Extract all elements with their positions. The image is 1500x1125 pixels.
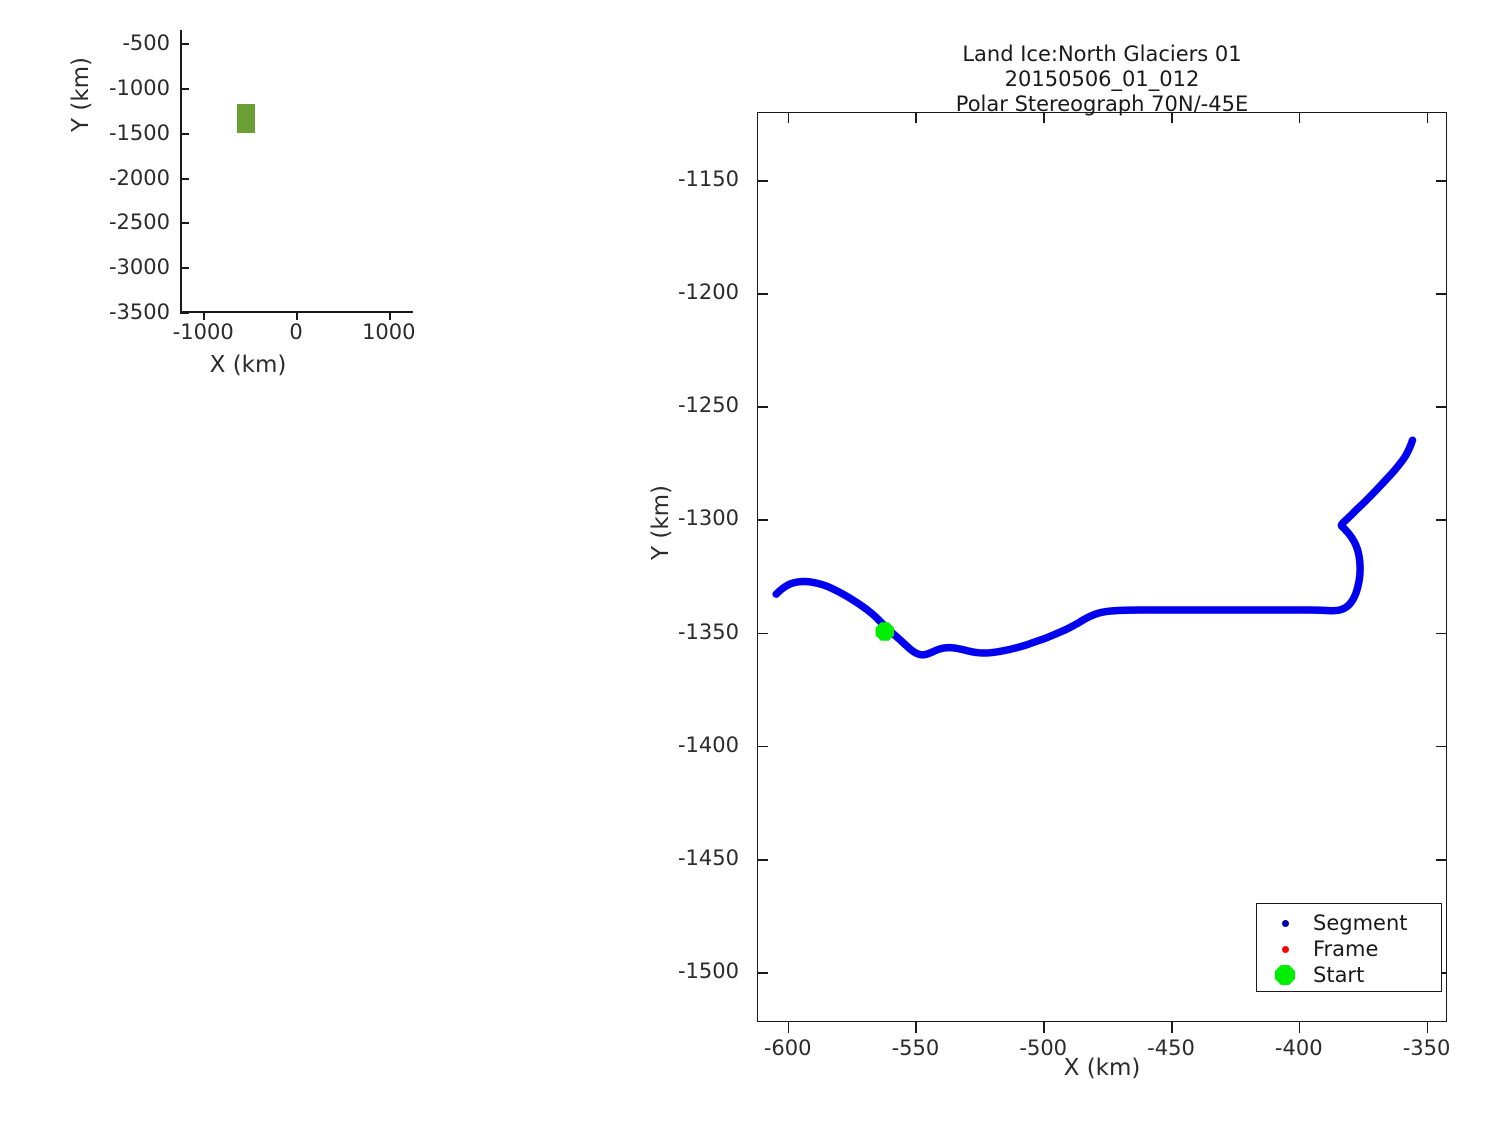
main-x-tick-label: -600 — [763, 1036, 812, 1060]
dot-icon — [1281, 945, 1289, 953]
inset-overview-panel: -500 -1000 -1500 -2000 -2500 -3000 -3500 -1000 0… — [0, 0, 470, 400]
main-y-tick-label: -1350 — [677, 619, 739, 644]
main-y-tick-label: -1150 — [677, 166, 739, 191]
chart-title: Land Ice:North Glaciers 01 20150506_01_0… — [956, 42, 1248, 117]
main-y-tick — [1436, 179, 1447, 182]
main-y-tick — [757, 406, 768, 408]
inset-y-tick-label: -3000 — [108, 255, 170, 280]
main-y-tick — [1436, 859, 1447, 861]
main-y-tick — [757, 293, 768, 295]
inset-y-tick-label: -2500 — [108, 210, 170, 235]
legend-item-start[interactable]: Start — [1257, 962, 1441, 988]
main-x-tick — [787, 1022, 790, 1033]
legend-label: Segment — [1313, 911, 1408, 935]
main-y-tick — [757, 745, 768, 748]
main-x-tick — [1298, 1022, 1301, 1033]
main-x-tick — [1043, 1022, 1045, 1033]
main-x-tick — [1171, 1022, 1173, 1033]
inset-x-tick-label: -1000 — [172, 320, 234, 344]
legend-label: Start — [1313, 963, 1365, 987]
main-plot-frame — [757, 112, 1447, 1022]
start-marker — [875, 622, 895, 641]
flight-track-svg — [772, 436, 1417, 659]
legend[interactable]: Segment Frame Start — [1256, 903, 1442, 992]
main-x-tick-label: -350 — [1402, 1036, 1451, 1060]
main-y-tick-label: -1400 — [677, 732, 739, 757]
main-x-tick-label: -450 — [1147, 1036, 1195, 1060]
main-x-tick — [1426, 1022, 1429, 1033]
region-of-interest-box — [236, 104, 255, 133]
main-y-tick — [1436, 406, 1447, 408]
main-y-tick — [1436, 519, 1447, 522]
inset-y-tick-label: -500 — [122, 31, 170, 56]
main-y-tick-label: -1250 — [677, 393, 739, 418]
inset-y-tick — [180, 43, 189, 46]
main-x-tick — [787, 112, 790, 123]
main-x-tick — [1426, 112, 1429, 123]
track-path-segment — [772, 436, 1417, 659]
main-y-tick — [757, 859, 768, 861]
chart-title-line-1: Land Ice:North Glaciers 01 — [962, 42, 1242, 66]
main-y-tick — [1436, 632, 1447, 635]
inset-x-tick — [203, 311, 206, 320]
main-y-tick — [757, 632, 768, 635]
legend-marker-segment-icon — [1257, 919, 1313, 927]
inset-y-tick — [180, 88, 189, 91]
inset-y-tick — [180, 177, 189, 180]
main-y-axis-title: Y (km) — [648, 484, 674, 560]
main-x-tick-label: -500 — [1019, 1036, 1068, 1060]
chart-title-line-2: 20150506_01_012 — [1004, 67, 1200, 91]
main-x-tick — [915, 1022, 918, 1033]
legend-marker-frame-icon — [1257, 945, 1313, 953]
main-x-axis-title: X (km) — [1063, 1055, 1141, 1081]
legend-label: Frame — [1313, 937, 1379, 961]
legend-item-frame[interactable]: Frame — [1257, 936, 1441, 962]
inset-x-axis-title: X (km) — [209, 352, 287, 378]
main-x-tick — [1171, 112, 1173, 123]
main-x-tick — [915, 112, 918, 123]
main-y-tick-label: -1500 — [677, 959, 739, 984]
main-x-tick-label: -400 — [1274, 1036, 1323, 1060]
inset-y-tick-label: -1500 — [108, 120, 170, 145]
main-y-tick-label: -1200 — [677, 280, 739, 305]
main-x-tick — [1298, 112, 1301, 123]
inset-x-tick-label: 0 — [289, 320, 303, 344]
inset-x-tick — [388, 311, 391, 320]
legend-marker-start-icon — [1257, 965, 1313, 985]
inset-y-tick — [180, 312, 189, 314]
main-y-tick-label: -1300 — [677, 506, 739, 531]
main-y-tick — [757, 519, 768, 522]
inset-x-tick — [296, 311, 298, 320]
main-plot-data-area — [757, 112, 1447, 1022]
main-y-tick — [757, 972, 768, 974]
legend-item-segment[interactable]: Segment — [1257, 910, 1441, 936]
inset-y-tick — [180, 132, 189, 135]
inset-x-tick-label: 1000 — [362, 320, 416, 344]
inset-y-tick-label: -1000 — [108, 76, 170, 101]
inset-y-axis-spine — [180, 30, 182, 313]
main-x-tick — [1043, 112, 1045, 123]
main-y-tick — [1436, 745, 1447, 748]
main-y-tick-label: -1450 — [677, 846, 739, 870]
inset-y-tick — [180, 267, 189, 270]
inset-y-tick-label: -2000 — [108, 165, 170, 190]
inset-y-tick-label: -3500 — [108, 300, 170, 324]
inset-y-tick — [180, 222, 189, 225]
dot-icon — [1281, 919, 1289, 927]
main-y-tick — [757, 179, 768, 182]
main-x-tick-label: -550 — [891, 1036, 940, 1060]
main-y-tick — [1436, 293, 1447, 295]
octagon-icon — [1275, 965, 1295, 985]
